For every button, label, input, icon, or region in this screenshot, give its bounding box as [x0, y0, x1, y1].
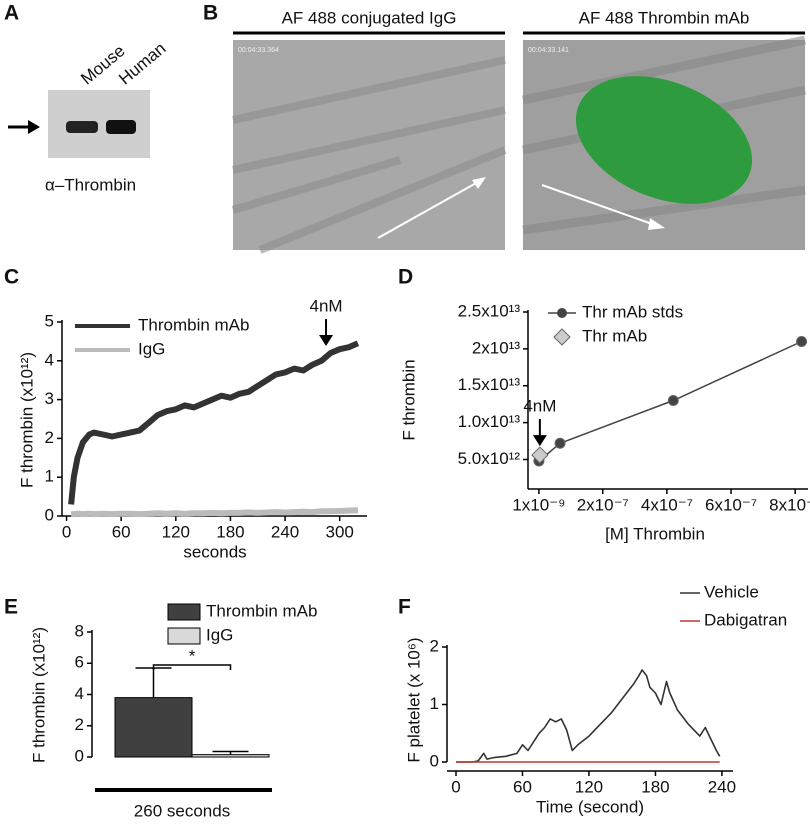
- timestamp: 00:04:33.364: [238, 47, 279, 54]
- legend-label: Thr mAb stds: [582, 302, 683, 321]
- line: [456, 669, 721, 763]
- panel-label: C: [4, 266, 19, 289]
- x-axis-label: [M] Thrombin: [605, 524, 705, 543]
- annotation: 4nM: [309, 297, 342, 316]
- x-axis-label: Time (second): [536, 797, 644, 816]
- fluorescence: [575, 76, 753, 204]
- group-label: 260 seconds: [134, 801, 230, 820]
- x-tick-label: 60: [112, 522, 131, 541]
- y-tick-label: 5: [45, 311, 54, 330]
- legend-label: Vehicle: [704, 582, 759, 601]
- legend-swatch: [167, 627, 201, 645]
- x-tick-label: 0: [62, 522, 71, 541]
- y-tick-label: 1: [430, 694, 439, 713]
- y-tick-label: 5.0x10¹²: [458, 449, 521, 468]
- blot-label: α–Thrombin: [45, 175, 136, 194]
- point: [796, 336, 808, 347]
- panel-label: E: [4, 596, 18, 619]
- panel-label: F: [398, 596, 411, 619]
- y-tick-label: 2x10¹³: [472, 338, 521, 357]
- flow-arrow-head: [648, 218, 665, 230]
- flow-arrow: [541, 184, 653, 225]
- image: [233, 40, 505, 250]
- y-axis-label: F thrombin: [399, 359, 418, 440]
- x-tick-label: 0: [451, 777, 460, 796]
- y-tick-label: 1.0x10¹³: [458, 412, 521, 431]
- y-axis-label: F platelet (x 10⁶): [404, 637, 423, 762]
- image-title: AF 488 conjugated IgG: [282, 8, 457, 27]
- legend-marker: [553, 328, 571, 346]
- y-tick-label: 2: [430, 636, 439, 655]
- y-tick-label: 0: [45, 505, 54, 524]
- point: [554, 437, 566, 449]
- y-tick-label: 2: [45, 428, 54, 447]
- legend-marker: [557, 308, 567, 318]
- x-tick-label: 60: [513, 777, 532, 796]
- annotation-arrow-head: [532, 435, 547, 447]
- fit-line: [538, 340, 802, 462]
- lane-label: Human: [115, 39, 169, 89]
- y-tick-label: 4: [75, 684, 84, 703]
- x-tick-label: 180: [641, 777, 669, 796]
- x-tick-label: 8x10⁻⁷: [769, 495, 810, 514]
- y-axis-label: F thrombin (x10¹²): [17, 352, 36, 488]
- x-tick-label: 180: [216, 522, 244, 541]
- significance-bracket: [152, 664, 232, 670]
- y-tick-label: 8: [75, 621, 84, 640]
- line: [68, 340, 360, 505]
- panel-label: D: [398, 266, 413, 289]
- x-tick-label: 120: [575, 777, 603, 796]
- legend-swatch: [167, 603, 201, 621]
- line: [70, 507, 359, 518]
- legend-label: Thrombin mAb: [138, 315, 249, 334]
- image-title: AF 488 Thrombin mAb: [579, 8, 750, 27]
- y-tick-label: 0: [75, 746, 84, 765]
- y-tick-label: 2.5x10¹³: [458, 301, 521, 320]
- legend-label: IgG: [206, 625, 233, 644]
- x-tick-label: 1x10⁻⁹: [512, 495, 565, 514]
- legend-label: Dabigatran: [704, 610, 787, 629]
- y-tick-label: 1.5x10¹³: [458, 375, 521, 394]
- legend-label: Thrombin mAb: [206, 601, 317, 620]
- x-tick-label: 4x10⁻⁷: [641, 495, 693, 514]
- y-tick-label: 0: [430, 751, 439, 770]
- x-tick-label: 2x10⁻⁷: [577, 495, 629, 514]
- y-tick-label: 3: [45, 389, 54, 408]
- y-axis-label: F thrombin (x10¹²): [29, 627, 48, 763]
- annotation-arrow-head: [319, 335, 334, 347]
- x-tick-label: 240: [271, 522, 299, 541]
- arrow-head: [28, 120, 40, 134]
- y-tick-label: 1: [45, 467, 54, 486]
- x-tick-label: 120: [162, 522, 190, 541]
- bar: [114, 697, 193, 758]
- y-tick-label: 6: [75, 653, 84, 672]
- significance: *: [189, 646, 196, 665]
- texture: [231, 56, 507, 254]
- panel-label: A: [4, 2, 19, 25]
- timestamp: 00:04:33.141: [528, 47, 569, 54]
- bar: [191, 754, 270, 758]
- legend-label: Thr mAb: [582, 326, 647, 345]
- band: [66, 121, 98, 133]
- y-tick-label: 4: [45, 350, 54, 369]
- panel-label: B: [203, 2, 218, 25]
- point: [531, 446, 549, 464]
- flow-arrow: [377, 181, 479, 239]
- x-tick-label: 240: [708, 777, 736, 796]
- annotation: 4nM: [523, 397, 556, 416]
- y-tick-label: 2: [75, 715, 84, 734]
- x-tick-label: 300: [325, 522, 353, 541]
- legend-label: IgG: [138, 339, 165, 358]
- x-axis-label: seconds: [183, 542, 246, 561]
- band: [106, 120, 136, 134]
- x-tick-label: 6x10⁻⁷: [705, 495, 757, 514]
- flow-arrow-head: [472, 177, 486, 189]
- point: [667, 395, 679, 406]
